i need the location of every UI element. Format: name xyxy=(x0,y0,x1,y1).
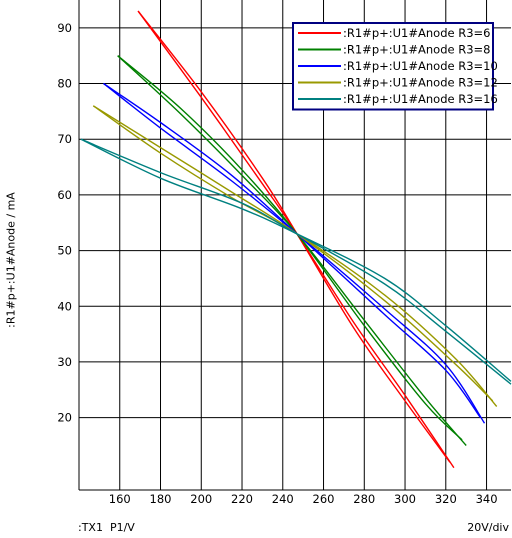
series-curve-1-b xyxy=(117,55,463,441)
y-tick-label: 60 xyxy=(57,188,72,202)
y-tick-label: 50 xyxy=(57,244,72,258)
legend-label: :R1#p+:U1#Anode R3=12 xyxy=(343,76,498,90)
x-tick-label: 160 xyxy=(109,492,131,506)
x-tick-label: 200 xyxy=(190,492,212,506)
legend-label: :R1#p+:U1#Anode R3=8 xyxy=(343,43,490,57)
y-tick-label: 90 xyxy=(57,21,72,35)
tick-labels: 160 180 200 220 240 260 280 300 320 340 20 30 40 50 60… xyxy=(57,21,497,506)
x-tick-label: 340 xyxy=(476,492,498,506)
x-tick-label: 260 xyxy=(313,492,335,506)
y-tick-label: 80 xyxy=(57,77,72,91)
x-tick-label: 180 xyxy=(150,492,172,506)
legend-label: :R1#p+:U1#Anode R3=10 xyxy=(343,59,498,73)
legend-label: :R1#p+:U1#Anode R3=16 xyxy=(343,92,498,106)
y-axis-label-container: :R1#p+:U1#Anode / mA xyxy=(0,90,22,430)
x-tick-label: 280 xyxy=(353,492,375,506)
curves xyxy=(80,10,512,469)
series-curve-4-a xyxy=(80,138,512,382)
y-tick-label: 30 xyxy=(57,355,72,369)
y-tick-label: 40 xyxy=(57,299,72,313)
x-tick-label: 220 xyxy=(231,492,253,506)
scale-label: 20V/div xyxy=(467,521,509,534)
legend: :R1#p+:U1#Anode R3=6 :R1#p+:U1#Anode R3=8… xyxy=(292,22,498,111)
axes xyxy=(78,0,511,491)
x-tick-label: 240 xyxy=(272,492,294,506)
x-tick-label: 320 xyxy=(435,492,457,506)
series-curve-4-b xyxy=(80,138,512,385)
legend-label: :R1#p+:U1#Anode R3=6 xyxy=(343,26,490,40)
y-tick-label: 70 xyxy=(57,132,72,146)
x-axis-label: :TX1 P1/V xyxy=(78,521,135,534)
y-tick-label: 20 xyxy=(57,411,72,425)
y-axis-label: :R1#p+:U1#Anode / mA xyxy=(4,192,18,328)
x-tick-label: 300 xyxy=(394,492,416,506)
